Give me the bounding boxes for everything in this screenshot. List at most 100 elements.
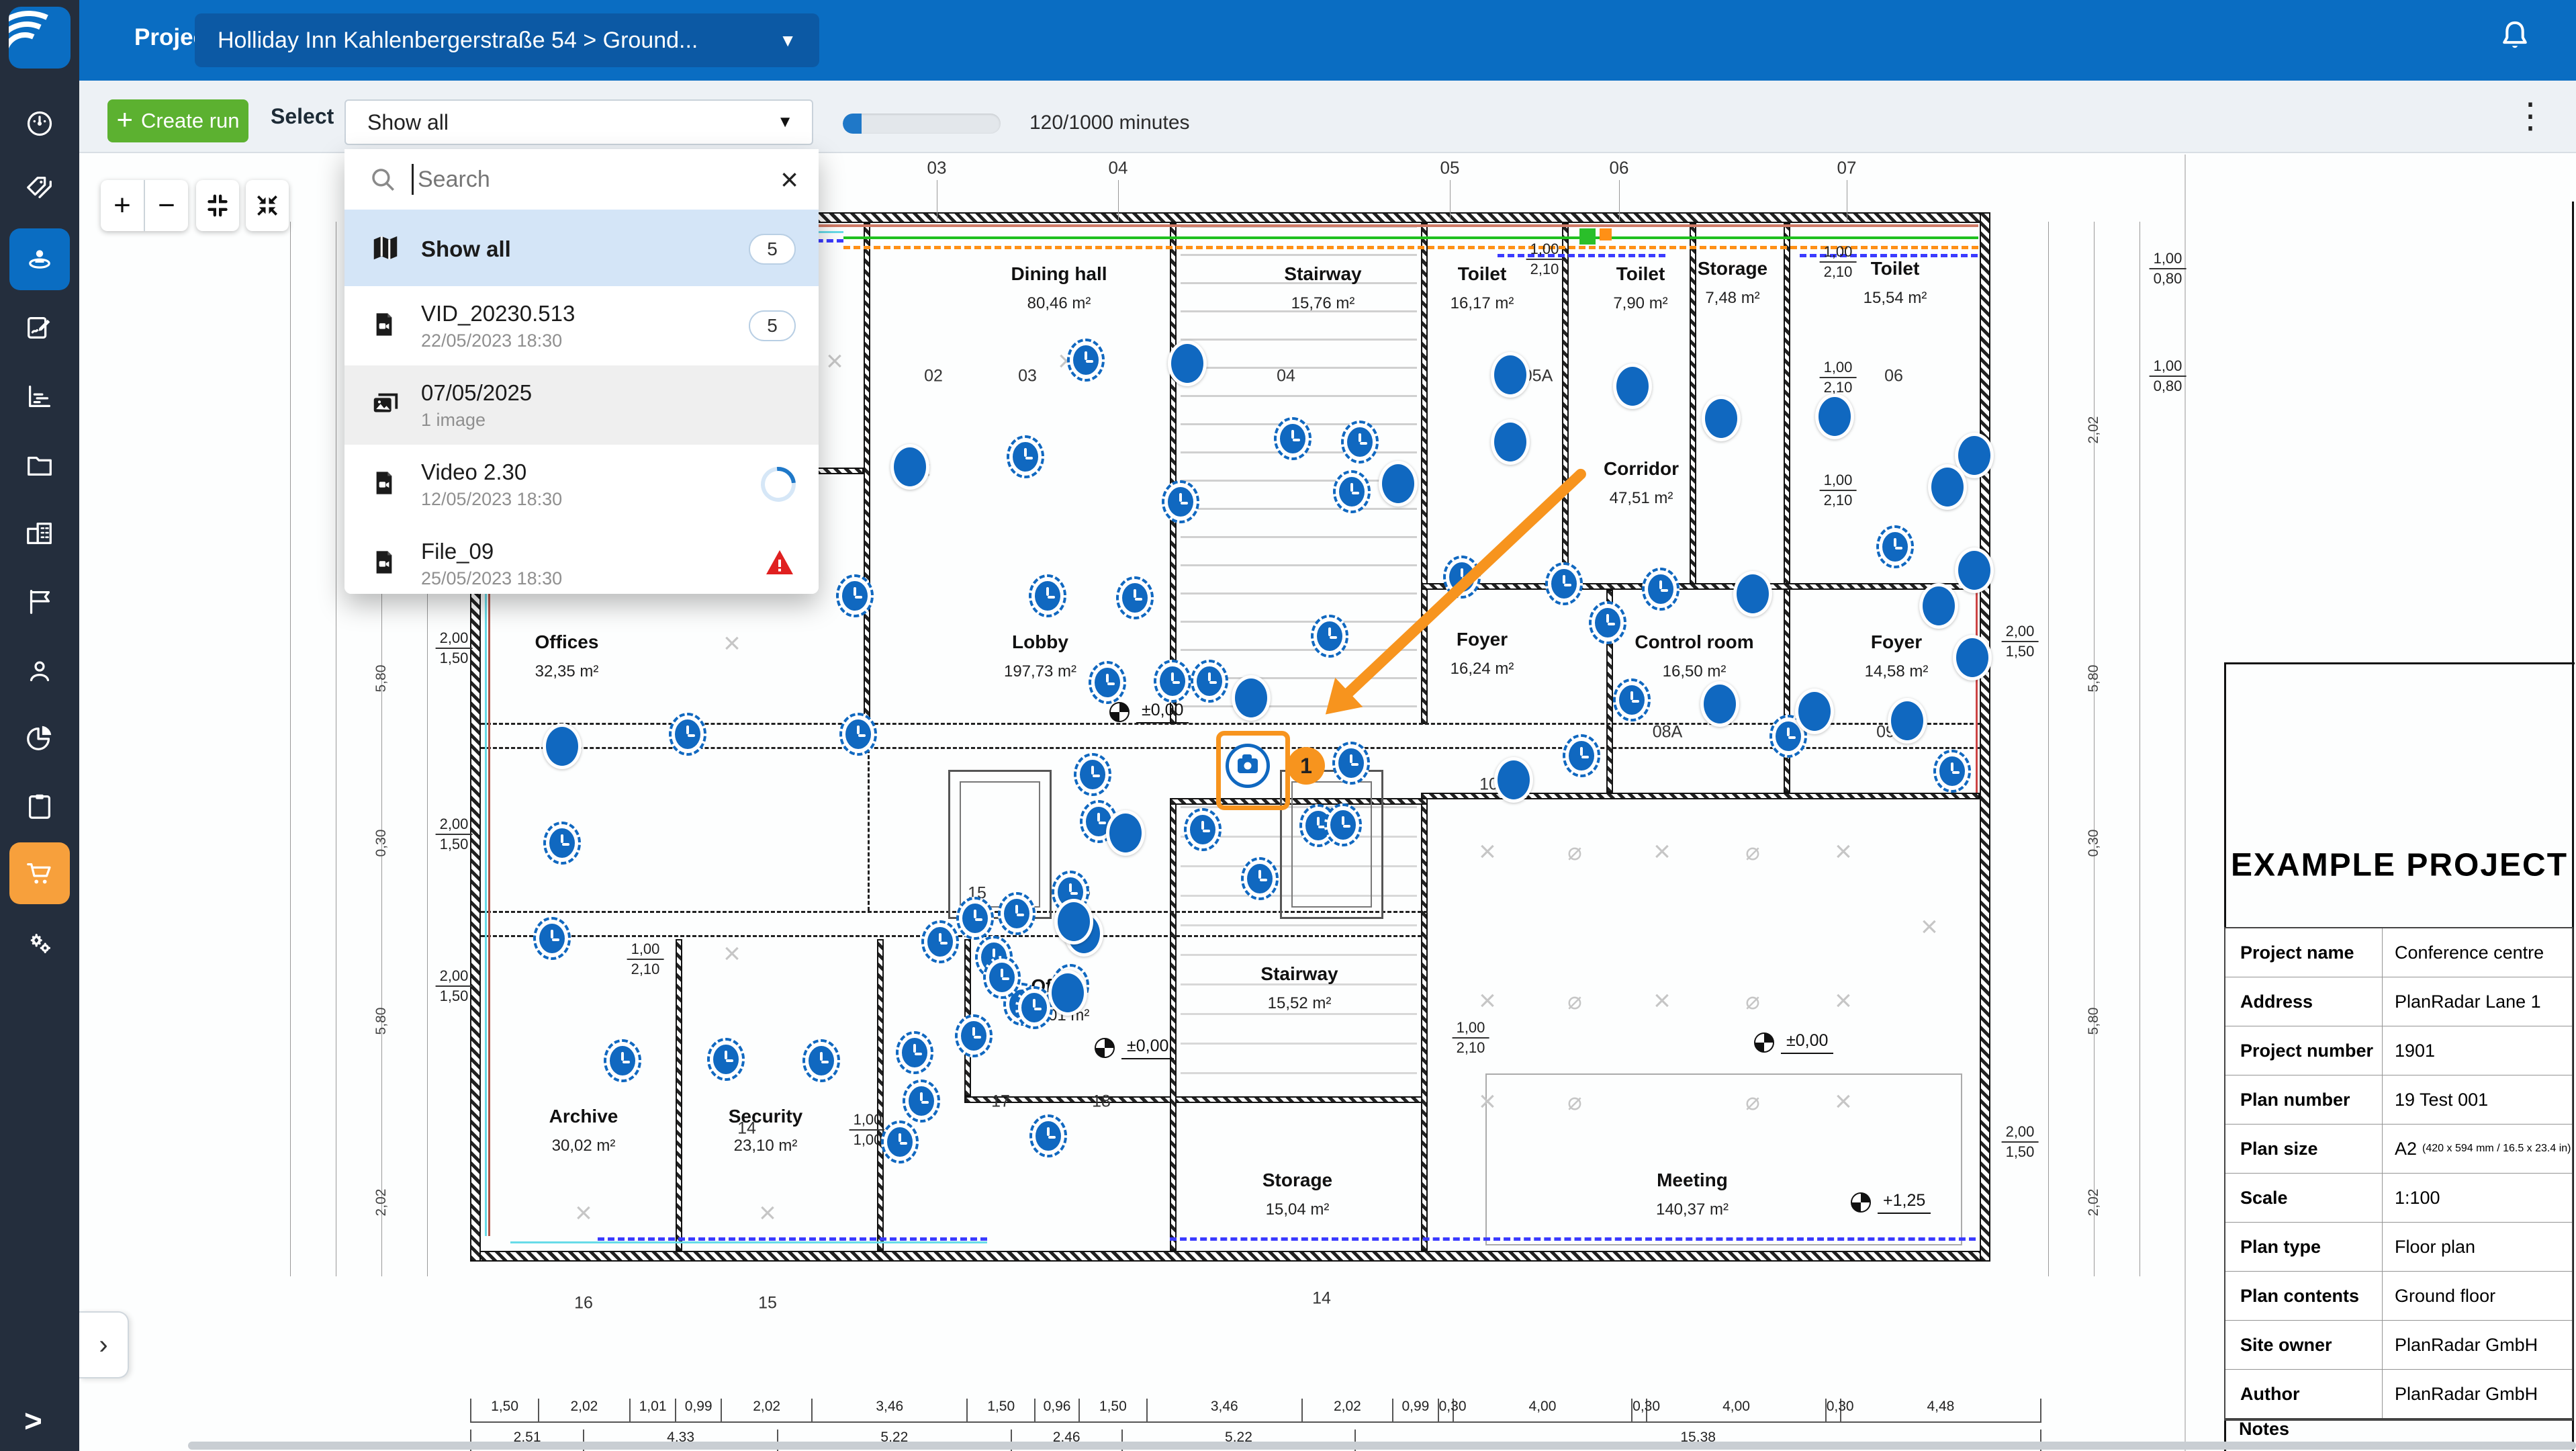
marker-dot[interactable] (1232, 675, 1271, 721)
marker-clock-icon[interactable] (1274, 417, 1312, 460)
marker-dot[interactable] (1733, 571, 1772, 617)
marker-clock-icon[interactable] (896, 1031, 933, 1074)
project-selector[interactable]: Holliday Inn Kahlenbergerstraße 54 > Gro… (195, 13, 819, 67)
marker-clock-icon[interactable] (1154, 660, 1191, 703)
marker-clock-icon[interactable] (1311, 615, 1348, 658)
marker-dot[interactable] (1953, 635, 1992, 680)
marker-clock-icon[interactable] (1241, 857, 1279, 900)
sidebar-item-projects[interactable] (0, 434, 79, 496)
marker-dot[interactable] (1494, 757, 1533, 803)
marker-dot[interactable] (543, 723, 582, 769)
marker-clock-icon[interactable] (1191, 660, 1228, 703)
marker-clock-icon[interactable] (998, 892, 1036, 935)
marker-clock-icon[interactable] (1029, 574, 1066, 617)
marker-clock-icon[interactable] (955, 1014, 993, 1057)
dropdown-item-07-05-2025[interactable]: 07/05/20251 image (344, 365, 819, 445)
marker-clock-icon[interactable] (1184, 808, 1222, 851)
marker-clock-icon[interactable] (903, 1080, 940, 1123)
marker-clock-icon[interactable] (1589, 601, 1626, 644)
marker-clock-icon[interactable] (1074, 753, 1111, 796)
close-icon[interactable]: × (780, 161, 798, 197)
marker-clock-icon[interactable] (1341, 421, 1379, 464)
marker-dot[interactable] (1700, 681, 1739, 727)
collapse-view-button[interactable] (246, 180, 289, 231)
marker-dot[interactable] (1379, 461, 1418, 507)
marker-clock-icon[interactable] (881, 1120, 919, 1163)
sidebar-item-dashboard[interactable] (0, 93, 79, 155)
marker-clock-icon[interactable] (836, 574, 874, 617)
marker-clock-icon[interactable] (604, 1039, 641, 1082)
marker-clock-icon[interactable] (1642, 568, 1680, 611)
marker-clock-icon[interactable] (1332, 742, 1370, 785)
planradar-logo[interactable] (9, 7, 71, 69)
marker-clock-icon[interactable] (1545, 562, 1583, 605)
sidebar-item-forms[interactable] (0, 297, 79, 359)
sidebar-item-tasks[interactable] (0, 775, 79, 837)
sidebar-item-companies[interactable] (0, 502, 79, 564)
marker-dot[interactable] (1928, 464, 1967, 510)
room-label-offices: Offices (535, 631, 599, 653)
more-options-kebab-icon[interactable]: ⋮ (2513, 93, 2548, 140)
sidebar-collapse-chevron-icon[interactable]: > (24, 1403, 42, 1439)
sidebar-item-reports[interactable] (0, 365, 79, 427)
filter-select[interactable]: Show all ▼ (344, 99, 813, 145)
marker-camera-icon[interactable] (1226, 744, 1270, 788)
marker-clock-icon[interactable] (1162, 480, 1199, 523)
marker-clock-icon[interactable] (1015, 986, 1053, 1029)
sidebar-item-contacts[interactable] (0, 640, 79, 702)
marker-dot[interactable] (1106, 810, 1145, 856)
marker-dot[interactable] (1491, 419, 1530, 465)
marker-clock-icon[interactable] (707, 1038, 745, 1081)
fit-to-screen-button[interactable] (196, 180, 239, 231)
marker-clock-icon[interactable] (1067, 339, 1105, 382)
marker-dot[interactable] (1491, 352, 1530, 398)
sidebar-item-flags[interactable] (0, 571, 79, 633)
search-input[interactable] (416, 166, 741, 193)
marker-dot[interactable] (1888, 698, 1927, 744)
sidebar-item-settings[interactable] (0, 912, 79, 974)
marker-clock-icon[interactable] (1324, 803, 1362, 846)
marker-dot[interactable] (1048, 970, 1087, 1016)
marker-dot[interactable] (1955, 547, 1994, 593)
marker-dot[interactable] (1613, 363, 1652, 409)
zoom-in-button[interactable]: + (101, 180, 144, 231)
marker-clock-icon[interactable] (839, 713, 877, 756)
marker-clock-icon[interactable] (669, 713, 706, 756)
marker-clock-icon[interactable] (1563, 734, 1600, 777)
marker-dot[interactable] (1168, 341, 1207, 386)
marker-clock-icon[interactable] (802, 1039, 840, 1082)
sidebar-item-store[interactable] (9, 842, 70, 904)
marker-clock-icon[interactable] (1089, 661, 1126, 704)
marker-clock-icon[interactable] (983, 956, 1021, 999)
dropdown-item-video-2-30[interactable]: Video 2.3012/05/2023 18:30 (344, 445, 819, 524)
marker-dot[interactable] (1702, 396, 1741, 441)
marker-dot[interactable] (1795, 689, 1834, 734)
marker-clock-icon[interactable] (543, 822, 581, 865)
dropdown-item-vid-20230-513[interactable]: VID_20230.51322/05/2023 18:305 (344, 286, 819, 365)
marker-clock-icon[interactable] (1876, 525, 1914, 568)
sidebar-item-tags[interactable] (0, 158, 79, 220)
marker-dot[interactable] (890, 444, 929, 490)
horizontal-scrollbar[interactable] (188, 1442, 2576, 1450)
marker-dot[interactable] (1054, 899, 1093, 944)
marker-clock-icon[interactable] (1933, 750, 1971, 793)
marker-dot[interactable] (1815, 394, 1854, 439)
zoom-out-button[interactable]: − (144, 180, 188, 231)
marker-clock-icon[interactable] (1029, 1114, 1067, 1157)
dropdown-item-show-all[interactable]: Show all5 (344, 210, 819, 289)
marker-clock-icon[interactable] (1116, 576, 1154, 619)
marker-clock-icon[interactable] (956, 897, 994, 940)
marker-dot[interactable] (1919, 583, 1958, 629)
notifications-bell-icon[interactable] (2497, 17, 2533, 57)
marker-clock-icon[interactable] (1333, 470, 1371, 513)
room-label-meeting: Meeting (1657, 1170, 1728, 1191)
marker-clock-icon[interactable] (533, 917, 571, 960)
marker-clock-icon[interactable] (1613, 678, 1651, 721)
sidebar-item-site-markers[interactable] (9, 228, 70, 290)
dropdown-item-file-09[interactable]: File_0925/05/2023 18:30 (344, 524, 819, 594)
panel-expand-tab[interactable]: › (79, 1311, 129, 1378)
marker-clock-icon[interactable] (921, 920, 959, 963)
marker-clock-icon[interactable] (1007, 435, 1044, 478)
sidebar-item-statistics[interactable] (0, 707, 79, 768)
create-run-button[interactable]: +Create run (107, 99, 248, 142)
